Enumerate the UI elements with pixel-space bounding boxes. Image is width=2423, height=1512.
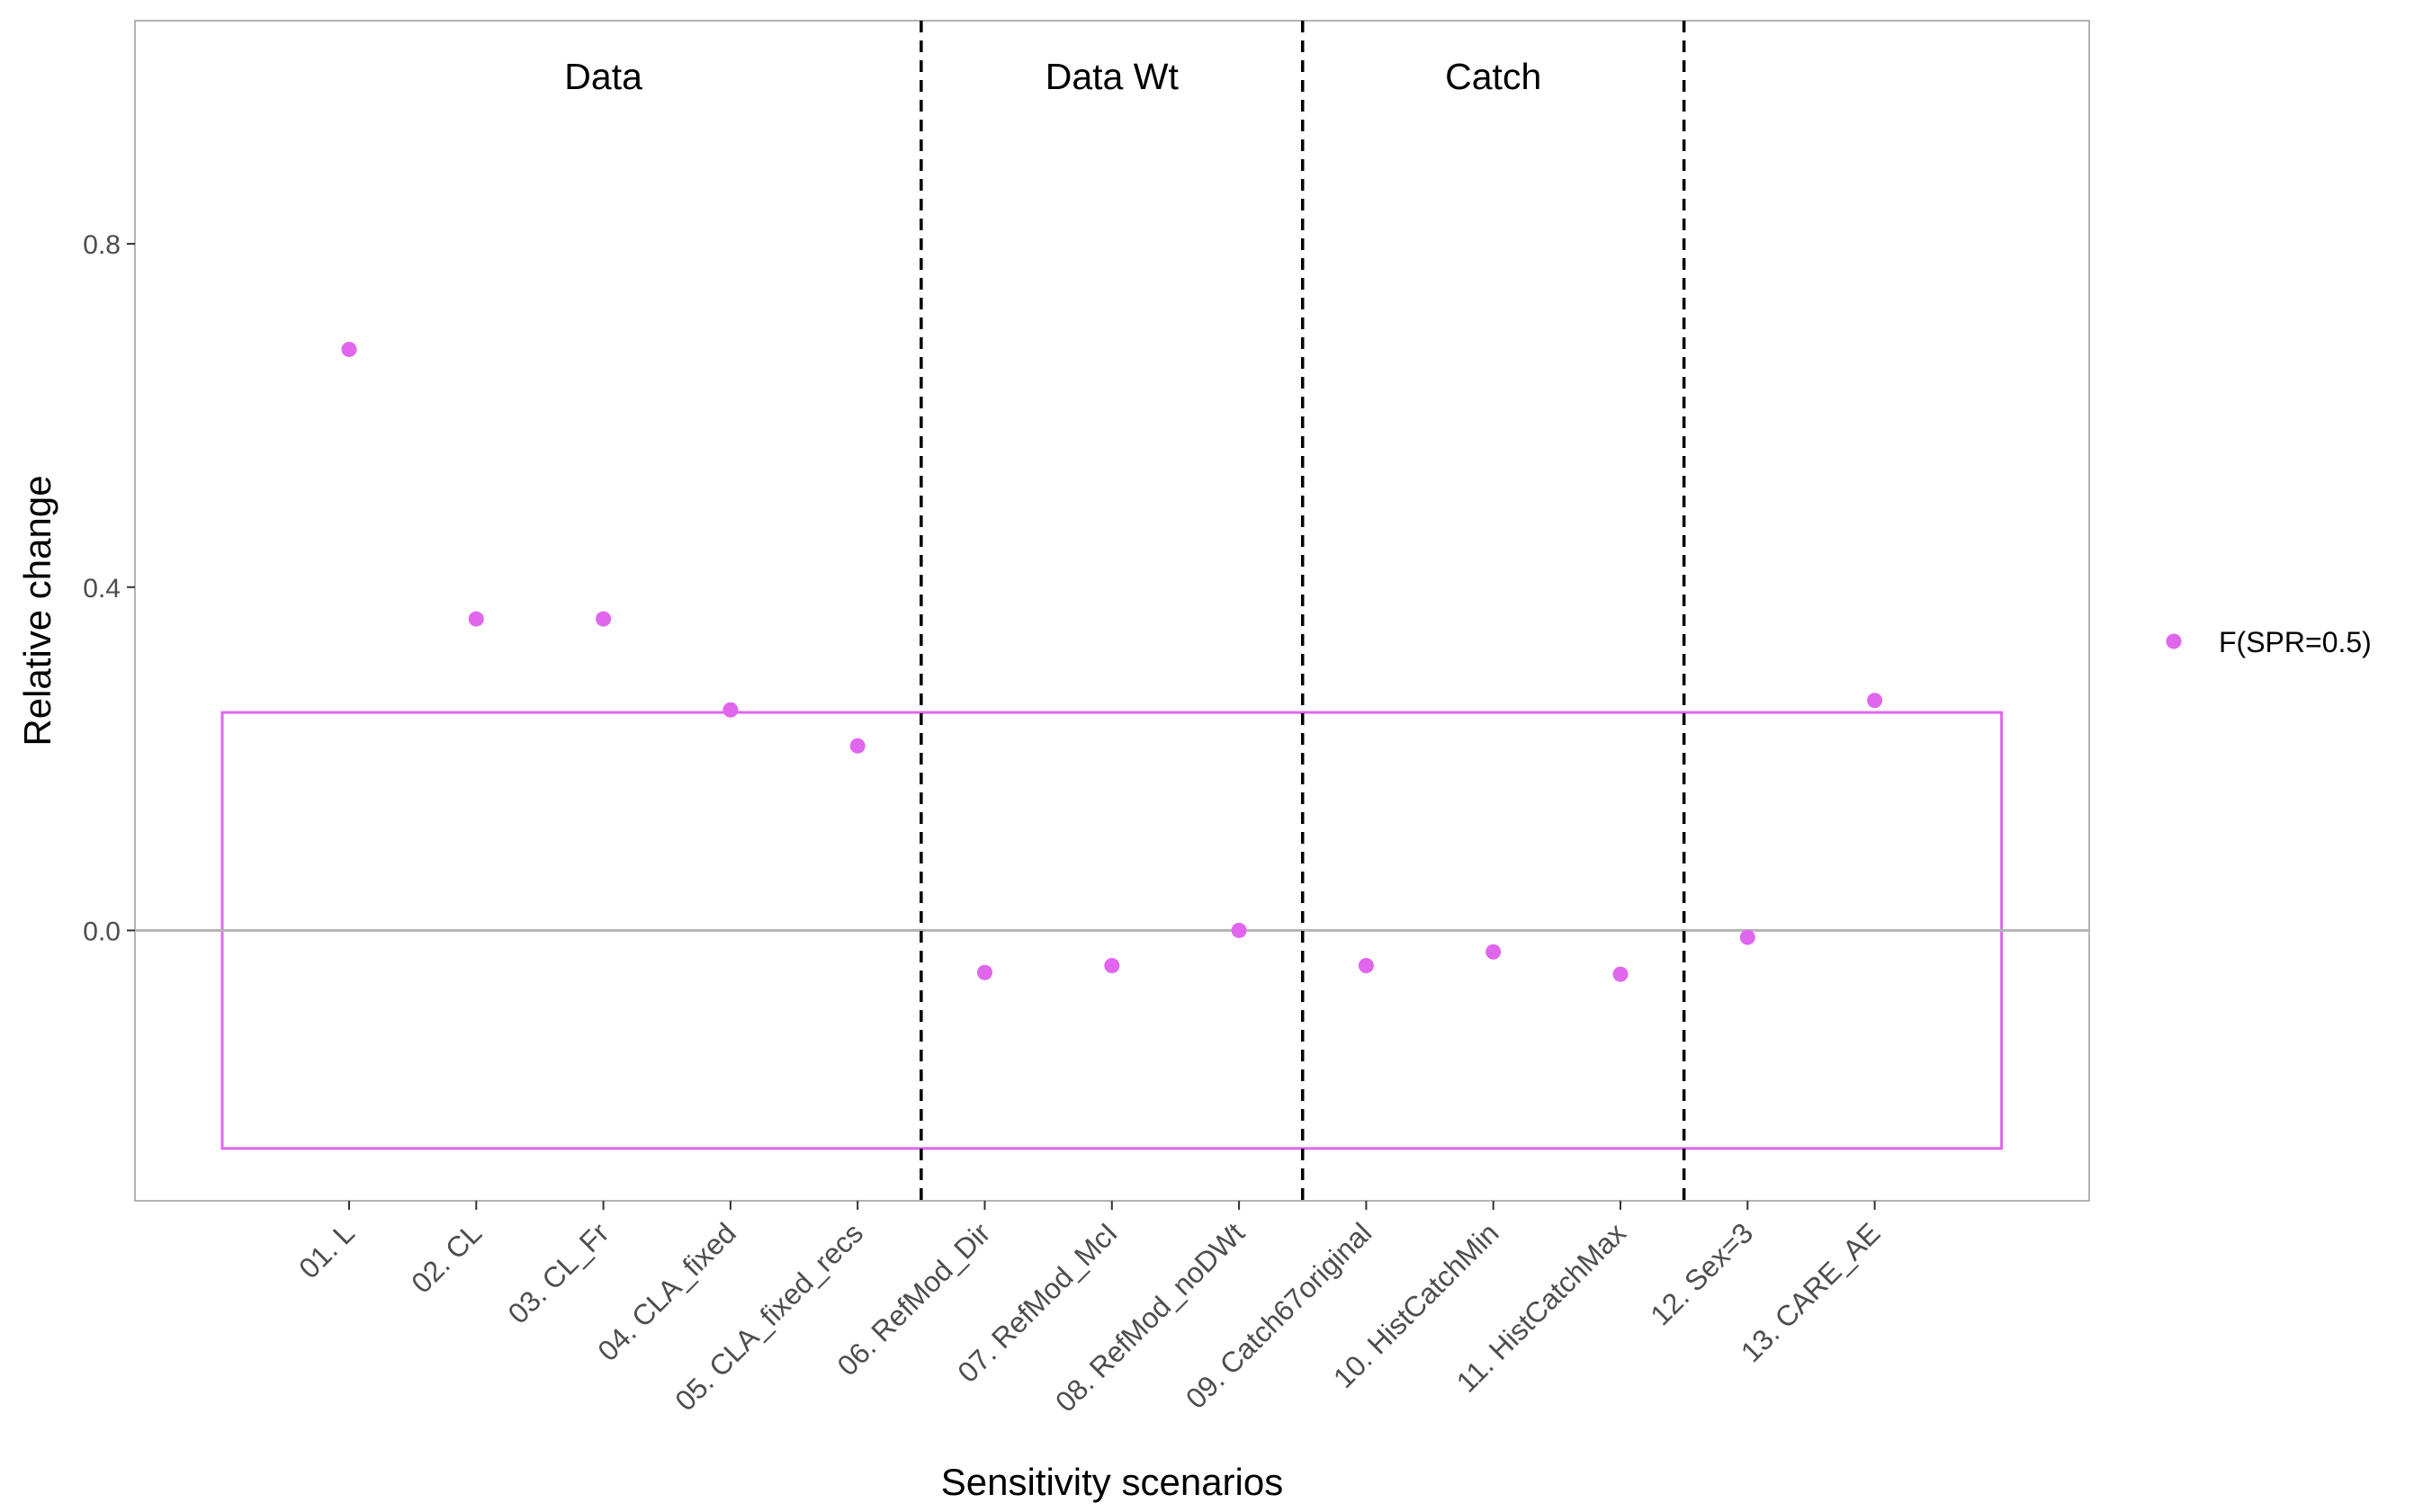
y-tick-label: 0.0 xyxy=(83,917,121,946)
group-label: Data Wt xyxy=(1045,56,1180,97)
group-labels: Data Data Wt Catch xyxy=(564,56,1541,97)
x-tick-label: 03. CL_Fr xyxy=(501,1216,615,1329)
data-point xyxy=(977,964,992,980)
x-axis-title: Sensitivity scenarios xyxy=(941,1461,1283,1503)
data-point xyxy=(596,611,612,627)
x-tick-label: 01. L xyxy=(292,1216,361,1284)
x-tick-label: 02. CL xyxy=(405,1216,488,1299)
data-point xyxy=(1485,944,1502,960)
data-point xyxy=(1867,693,1883,709)
data-point xyxy=(341,341,357,357)
y-axis: 0.0 0.4 0.8 xyxy=(83,230,135,946)
x-tick-label: 12. Sex=3 xyxy=(1644,1216,1759,1331)
legend: F(SPR=0.5) xyxy=(2166,626,2372,658)
group-label: Data xyxy=(564,56,642,97)
group-dividers xyxy=(920,21,1686,1201)
data-points xyxy=(341,341,1883,982)
legend-key-f-spr xyxy=(2166,633,2182,649)
data-point xyxy=(1358,958,1374,974)
panel-border xyxy=(134,20,2090,1202)
data-point xyxy=(1612,966,1629,982)
group-label: Catch xyxy=(1445,56,1541,97)
data-point xyxy=(1739,929,1755,945)
data-point xyxy=(1231,922,1247,938)
y-axis-title: Relative change xyxy=(16,475,58,746)
data-point xyxy=(722,702,739,718)
data-point xyxy=(468,611,484,627)
legend-label-f-spr: F(SPR=0.5) xyxy=(2219,626,2372,658)
data-point xyxy=(849,738,866,754)
y-tick-label: 0.4 xyxy=(83,574,121,604)
data-point xyxy=(1104,958,1120,974)
y-tick-label: 0.8 xyxy=(83,230,121,260)
